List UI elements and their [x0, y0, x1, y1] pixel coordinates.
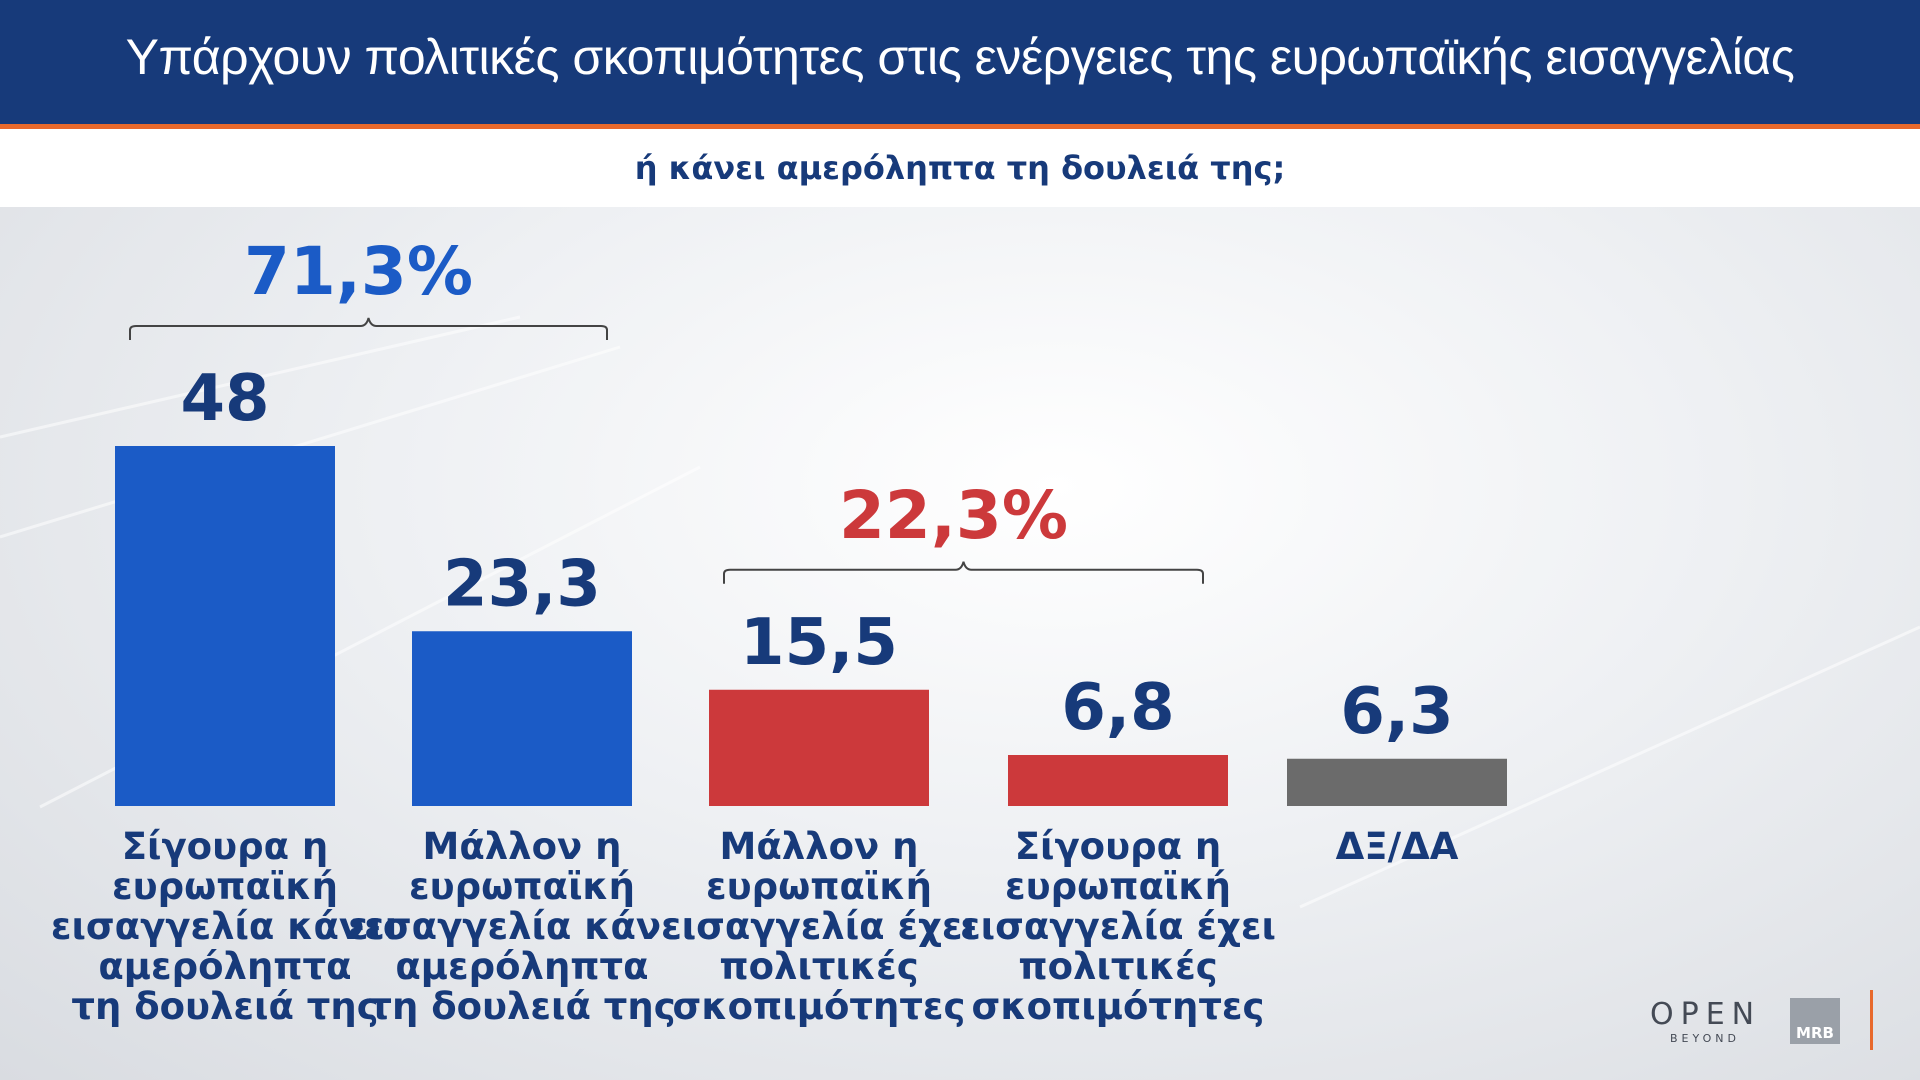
- open-logo: OPEN BEYOND: [1650, 997, 1762, 1046]
- value-label-5: 6,3: [1340, 675, 1453, 749]
- category-label-line: Μάλλον η: [719, 825, 919, 868]
- category-label-line: ευρωπαϊκή: [1005, 865, 1231, 908]
- group-brace-1: [129, 317, 608, 340]
- mrb-logo: MRB: [1790, 998, 1840, 1044]
- category-label-line: Μάλλον η: [422, 825, 622, 868]
- bar-2: [412, 631, 632, 806]
- category-label-line: πολιτικές: [719, 945, 919, 988]
- group-brace-2: [723, 561, 1204, 584]
- title-bar: Υπάρχουν πολιτικές σκοπιμότητες στις ενέ…: [0, 0, 1920, 124]
- chart-subtitle: ή κάνει αμερόληπτα τη δουλειά της;: [634, 149, 1286, 187]
- category-label-1: Σίγουρα η ευρωπαϊκή εισαγγελία κάνει αμερόλ…: [35, 827, 415, 1027]
- group-total-label-1: 71,3%: [244, 233, 473, 310]
- subtitle-bar: ή κάνει αμερόληπτα τη δουλειά της;: [0, 129, 1920, 207]
- category-label-line: αμερόληπτα: [395, 945, 649, 988]
- bar-4: [1008, 755, 1228, 806]
- category-label-2: Μάλλον η ευρωπαϊκή εισαγγελία κάνει αμερόλη…: [332, 827, 712, 1027]
- bar-5: [1287, 758, 1507, 806]
- open-logo-sub: BEYOND: [1670, 1032, 1740, 1045]
- category-label-line: πολιτικές: [1018, 945, 1218, 988]
- value-label-1: 48: [180, 362, 269, 436]
- category-label-line: ευρωπαϊκή: [112, 865, 338, 908]
- logo-divider: [1870, 990, 1873, 1050]
- mrb-logo-text: MRB: [1796, 1024, 1834, 1042]
- category-label-line: Σίγουρα η: [1014, 825, 1222, 868]
- category-label-line: σκοπιμότητες: [672, 985, 966, 1028]
- group-total-label-2: 22,3%: [839, 477, 1068, 554]
- category-label-line: σκοπιμότητες: [971, 985, 1265, 1028]
- category-label-line: ΔΞ/ΔΑ: [1335, 825, 1459, 868]
- title-accent-line: [0, 124, 1920, 129]
- category-label-line: ευρωπαϊκή: [409, 865, 635, 908]
- category-label-line: τη δουλειά της: [71, 985, 379, 1028]
- category-label-line: εισαγγελία έχει: [661, 905, 977, 948]
- category-label-line: ευρωπαϊκή: [706, 865, 932, 908]
- category-label-line: εισαγγελία κάνει: [50, 905, 400, 948]
- category-label-4: Σίγουρα η ευρωπαϊκή εισαγγελία έχει πολιτικ…: [928, 827, 1308, 1027]
- category-label-line: εισαγγελία έχει: [960, 905, 1276, 948]
- category-label-line: τη δουλειά της: [368, 985, 676, 1028]
- value-label-2: 23,3: [443, 547, 601, 621]
- category-label-line: αμερόληπτα: [98, 945, 352, 988]
- open-logo-text: OPEN: [1650, 997, 1762, 1032]
- category-label-3: Μάλλον η ευρωπαϊκή εισαγγελία έχει πολιτικέ…: [629, 827, 1009, 1027]
- category-label-line: Σίγουρα η: [121, 825, 329, 868]
- value-label-4: 6,8: [1061, 671, 1174, 745]
- category-label-line: εισαγγελία κάνει: [347, 905, 697, 948]
- value-label-3: 15,5: [740, 606, 898, 680]
- bar-3: [709, 689, 929, 806]
- chart-title: Υπάρχουν πολιτικές σκοπιμότητες στις ενέ…: [125, 29, 1795, 85]
- category-label-5: ΔΞ/ΔΑ: [1207, 827, 1587, 867]
- bar-1: [115, 446, 335, 806]
